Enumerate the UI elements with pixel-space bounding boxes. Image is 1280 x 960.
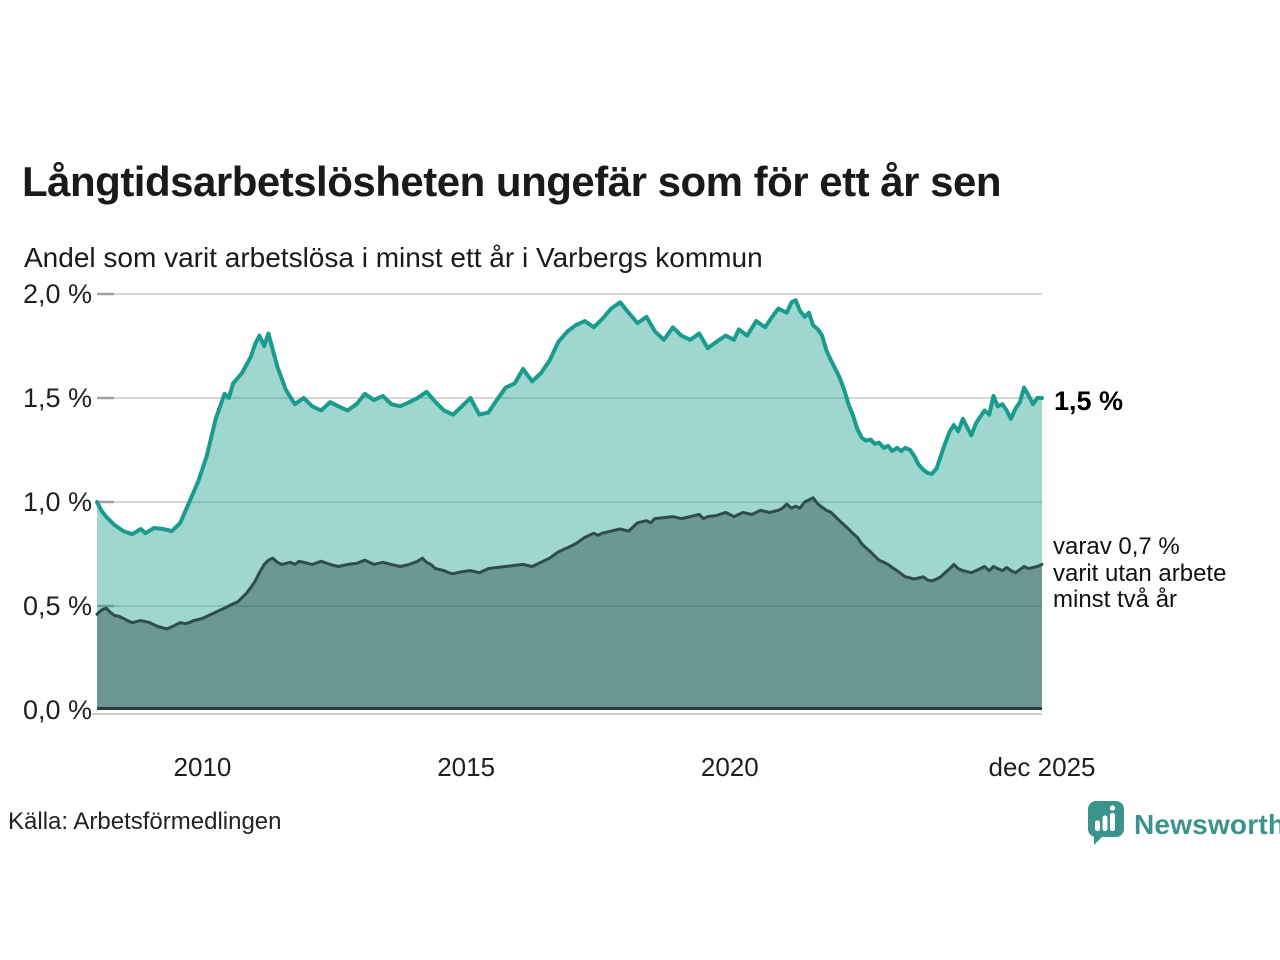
x-axis-label: 2010 — [173, 752, 232, 782]
y-axis-label: 1,5 % — [22, 383, 92, 413]
x-axis-label: dec 2025 — [988, 752, 1096, 782]
newsworthy-wordmark: Newsworthy — [1134, 809, 1280, 840]
end-value-label-total: 1,5 % — [1054, 386, 1124, 416]
y-axis-label: 0,0 % — [22, 695, 92, 725]
end-value-label-subseries-line1: varav 0,7 % — [1053, 533, 1180, 560]
area-chart — [95, 292, 1044, 710]
end-value-label-subseries-line2: varit utan arbete — [1053, 559, 1227, 587]
page-subtitle: Andel som varit arbetslösa i minst ett å… — [24, 242, 763, 273]
end-value-label-subseries-line3: minst två år — [1053, 586, 1178, 613]
plot-area — [95, 292, 1044, 710]
end-value-label-subseries: varav 0,7 % varit utan arbete minst två … — [1053, 533, 1227, 614]
y-axis-label: 1,0 % — [22, 487, 92, 517]
y-axis-label: 2,0 % — [22, 279, 92, 309]
newsworthy-logo-icon — [1086, 799, 1126, 851]
newsworthy-branding: Newsworthy — [1086, 799, 1280, 851]
x-axis-label: 2020 — [700, 752, 759, 782]
x-axis-line — [92, 713, 1042, 715]
y-axis-label: 0,5 % — [22, 591, 92, 621]
page-title: Långtidsarbetslösheten ungefär som för e… — [22, 158, 1002, 206]
source-note: Källa: Arbetsförmedlingen — [8, 808, 282, 835]
x-axis-label: 2015 — [437, 752, 496, 782]
